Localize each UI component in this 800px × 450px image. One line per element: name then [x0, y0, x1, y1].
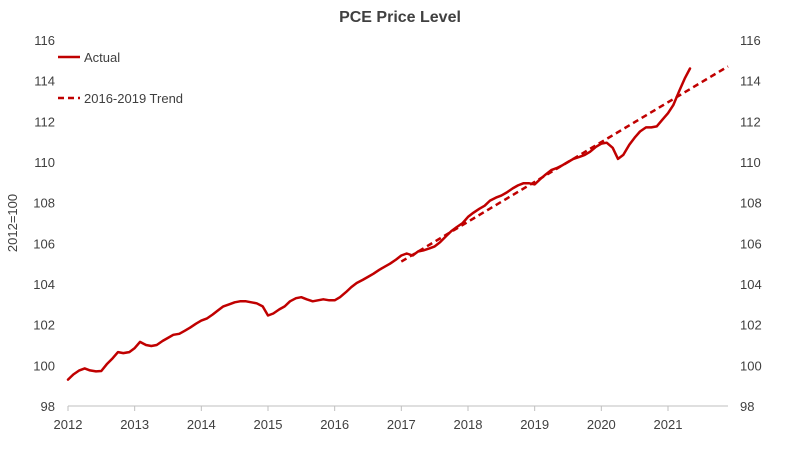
legend: Actual 2016-2019 Trend — [58, 50, 183, 106]
x-tick-label: 2015 — [254, 417, 283, 432]
plot-area — [66, 65, 729, 381]
x-tick-label: 2019 — [520, 417, 549, 432]
y-axis-left: 98 100 102 104 106 108 110 112 114 116 — [33, 33, 55, 414]
y-tick-label-right: 98 — [740, 399, 754, 414]
y-tick-label-right: 116 — [740, 33, 761, 48]
y-tick-label-right: 100 — [740, 358, 762, 373]
y-tick-label-left: 100 — [33, 358, 55, 373]
series-line-trend — [400, 65, 729, 263]
y-tick-label-left: 104 — [33, 277, 55, 292]
y-tick-label-left: 114 — [34, 74, 55, 89]
y-axis-label: 2012=100 — [5, 194, 20, 252]
y-tick-label-left: 98 — [41, 399, 55, 414]
series-line-actual — [66, 67, 692, 381]
y-tick-label-left: 116 — [34, 33, 55, 48]
y-tick-label-right: 106 — [740, 236, 762, 251]
x-tick-label: 2013 — [120, 417, 149, 432]
y-tick-label-right: 104 — [740, 277, 762, 292]
x-tick-label: 2012 — [54, 417, 83, 432]
y-tick-label-left: 108 — [33, 196, 55, 211]
x-tick-label: 2018 — [454, 417, 483, 432]
y-tick-label-right: 112 — [740, 114, 761, 129]
y-tick-label-right: 102 — [740, 318, 762, 333]
y-tick-label-right: 108 — [740, 196, 762, 211]
y-tick-label-right: 110 — [740, 155, 761, 170]
legend-label-trend: 2016-2019 Trend — [84, 91, 183, 106]
y-tick-label-left: 112 — [34, 114, 55, 129]
y-tick-label-left: 110 — [34, 155, 55, 170]
x-tick-label: 2021 — [654, 417, 683, 432]
x-tick-label: 2016 — [320, 417, 349, 432]
y-tick-label-left: 102 — [33, 318, 55, 333]
x-tick-label: 2020 — [587, 417, 616, 432]
x-axis: 2012 2013 2014 2015 2016 2017 2018 2019 2020 2021 — [54, 405, 728, 432]
legend-label-actual: Actual — [84, 50, 120, 65]
chart-title: PCE Price Level — [339, 9, 461, 26]
y-tick-label-right: 114 — [740, 74, 761, 89]
y-tick-label-left: 106 — [33, 236, 55, 251]
x-tick-label: 2014 — [187, 417, 216, 432]
x-tick-label: 2017 — [387, 417, 416, 432]
y-axis-right: 98 100 102 104 106 108 110 112 114 116 — [740, 33, 762, 414]
